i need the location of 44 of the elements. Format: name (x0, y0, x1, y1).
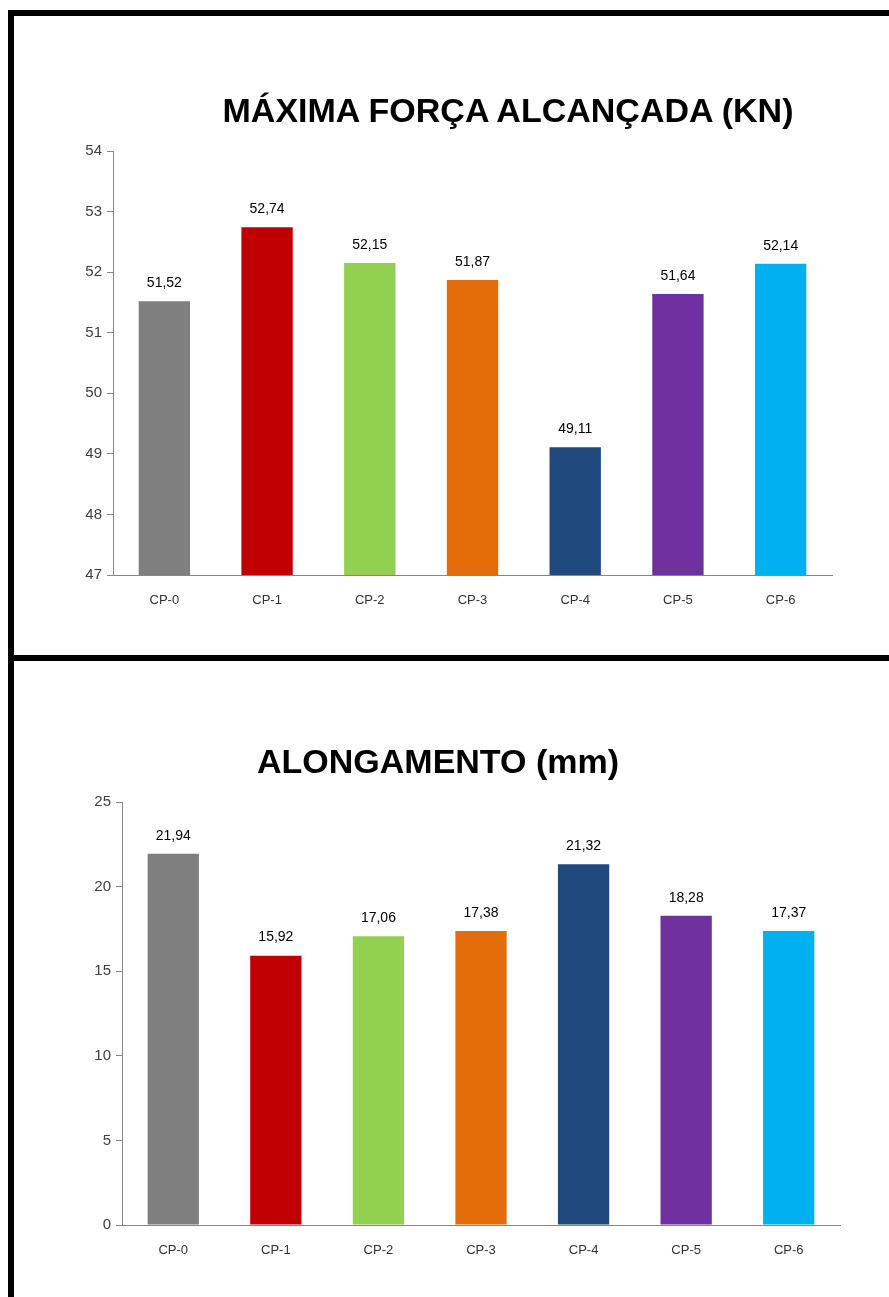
chart-title: ALONGAMENTO (mm) (256, 741, 620, 781)
x-tick-label: CP-2 (363, 1242, 394, 1258)
data-label: 15,92 (258, 928, 294, 945)
x-tick-label: CP-1 (252, 592, 282, 608)
y-tick-label: 47 (85, 565, 102, 583)
data-label: 52,74 (249, 200, 285, 217)
y-tick-label: 5 (102, 1130, 111, 1148)
x-tick-label: CP-0 (149, 592, 180, 608)
y-tick-label: 10 (94, 1045, 111, 1063)
data-label: 51,87 (454, 252, 491, 269)
data-label: 49,11 (558, 420, 593, 437)
y-tick-label: 20 (94, 876, 111, 894)
x-tick-label: CP-5 (671, 1242, 701, 1258)
data-label: 51,64 (660, 266, 696, 283)
data-label: 21,94 (155, 826, 192, 843)
data-label: 51,52 (146, 274, 183, 291)
x-tick-label: CP-2 (354, 592, 385, 608)
data-label: 17,38 (463, 903, 499, 920)
y-tick-label: 49 (85, 444, 102, 461)
data-label: 52,14 (763, 236, 799, 253)
data-label: 18,28 (668, 888, 704, 905)
data-label: 21,32 (566, 837, 602, 854)
x-tick-label: CP-1 (261, 1242, 291, 1258)
x-tick-label: CP-4 (560, 592, 591, 608)
data-label: 52,15 (352, 235, 388, 252)
x-tick-label: CP-0 (158, 1242, 189, 1258)
x-tick-label: CP-3 (457, 592, 488, 608)
data-label: 17,37 (771, 903, 807, 920)
x-tick-label: CP-6 (773, 1242, 804, 1258)
x-tick-label: CP-5 (663, 592, 693, 608)
y-tick-label: 52 (85, 262, 102, 280)
data-label: 17,06 (360, 909, 397, 926)
y-tick-label: 48 (85, 504, 102, 522)
y-tick-label: 50 (85, 383, 102, 401)
y-tick-label: 54 (85, 141, 102, 159)
y-tick-label: 0 (102, 1215, 111, 1233)
y-tick-label: 51 (85, 322, 102, 340)
y-tick-label: 53 (85, 201, 102, 219)
y-tick-label: 15 (94, 961, 111, 979)
x-tick-label: CP-6 (765, 592, 796, 608)
y-tick-label: 25 (94, 792, 111, 810)
chart-title: MÁXIMA FORÇA ALCANÇADA (KN) (221, 90, 795, 130)
x-tick-label: CP-3 (466, 1242, 496, 1258)
x-tick-label: CP-4 (568, 1242, 599, 1258)
